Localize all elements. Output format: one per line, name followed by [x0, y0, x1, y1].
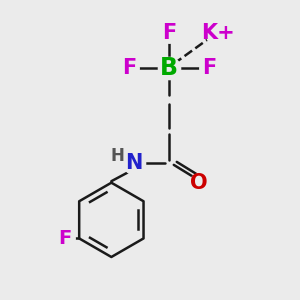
Text: O: O: [190, 173, 208, 193]
Text: H: H: [110, 147, 124, 165]
Text: F: F: [58, 229, 72, 248]
Text: F: F: [122, 58, 136, 78]
Text: F: F: [162, 22, 176, 43]
Text: N: N: [125, 153, 142, 173]
Text: F: F: [202, 58, 217, 78]
Text: B: B: [160, 56, 178, 80]
Text: K+: K+: [202, 22, 235, 43]
